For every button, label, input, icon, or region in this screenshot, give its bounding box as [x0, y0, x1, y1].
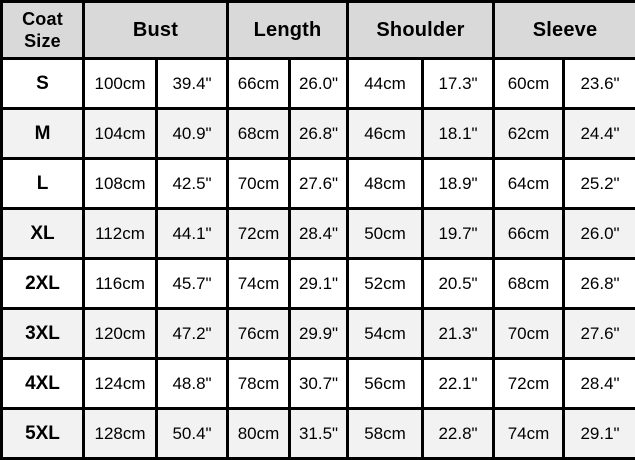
shoulder-in-cell: 17.3" [423, 59, 494, 109]
length-cm-cell: 66cm [228, 59, 290, 109]
shoulder-in-cell: 22.1" [423, 359, 494, 409]
size-cell: XL [2, 209, 84, 259]
shoulder-cm-cell: 46cm [348, 109, 423, 159]
bust-in-cell: 45.7" [157, 259, 228, 309]
bust-cm-cell: 116cm [84, 259, 157, 309]
table-row-l: L 108cm 42.5" 70cm 27.6" 48cm 18.9" 64cm… [2, 159, 635, 209]
sleeve-in-cell: 24.4" [564, 109, 635, 159]
table-row-5xl: 5XL 128cm 50.4" 80cm 31.5" 58cm 22.8" 74… [2, 409, 635, 459]
bust-in-cell: 39.4" [157, 59, 228, 109]
sleeve-cm-cell: 64cm [494, 159, 564, 209]
length-in-cell: 30.7" [290, 359, 348, 409]
length-cm-cell: 80cm [228, 409, 290, 459]
table-row-m: M 104cm 40.9" 68cm 26.8" 46cm 18.1" 62cm… [2, 109, 635, 159]
length-in-cell: 29.1" [290, 259, 348, 309]
sleeve-cm-cell: 70cm [494, 309, 564, 359]
bust-in-cell: 50.4" [157, 409, 228, 459]
shoulder-cm-cell: 54cm [348, 309, 423, 359]
bust-cm-cell: 104cm [84, 109, 157, 159]
shoulder-in-cell: 22.8" [423, 409, 494, 459]
shoulder-in-cell: 18.9" [423, 159, 494, 209]
sleeve-cm-cell: 72cm [494, 359, 564, 409]
size-cell: 2XL [2, 259, 84, 309]
bust-cm-cell: 120cm [84, 309, 157, 359]
length-header: Length [228, 2, 348, 59]
sleeve-in-cell: 26.0" [564, 209, 635, 259]
shoulder-cm-cell: 58cm [348, 409, 423, 459]
table-row-xl: XL 112cm 44.1" 72cm 28.4" 50cm 19.7" 66c… [2, 209, 635, 259]
bust-in-cell: 48.8" [157, 359, 228, 409]
sleeve-cm-cell: 60cm [494, 59, 564, 109]
sleeve-cm-cell: 68cm [494, 259, 564, 309]
shoulder-cm-cell: 48cm [348, 159, 423, 209]
length-cm-cell: 70cm [228, 159, 290, 209]
size-cell: 3XL [2, 309, 84, 359]
header-row: Coat Size Bust Length Shoulder Sleeve [2, 2, 635, 59]
table-row-2xl: 2XL 116cm 45.7" 74cm 29.1" 52cm 20.5" 68… [2, 259, 635, 309]
length-cm-cell: 74cm [228, 259, 290, 309]
sleeve-in-cell: 26.8" [564, 259, 635, 309]
bust-cm-cell: 100cm [84, 59, 157, 109]
shoulder-in-cell: 18.1" [423, 109, 494, 159]
table-row-s: S 100cm 39.4" 66cm 26.0" 44cm 17.3" 60cm… [2, 59, 635, 109]
sleeve-in-cell: 28.4" [564, 359, 635, 409]
sleeve-cm-cell: 66cm [494, 209, 564, 259]
size-cell: S [2, 59, 84, 109]
length-cm-cell: 68cm [228, 109, 290, 159]
sleeve-cm-cell: 74cm [494, 409, 564, 459]
sleeve-in-cell: 25.2" [564, 159, 635, 209]
size-column-header: Coat Size [2, 2, 84, 59]
table-row-3xl: 3XL 120cm 47.2" 76cm 29.9" 54cm 21.3" 70… [2, 309, 635, 359]
bust-in-cell: 40.9" [157, 109, 228, 159]
shoulder-in-cell: 20.5" [423, 259, 494, 309]
shoulder-cm-cell: 44cm [348, 59, 423, 109]
shoulder-header: Shoulder [348, 2, 494, 59]
sleeve-in-cell: 23.6" [564, 59, 635, 109]
length-cm-cell: 78cm [228, 359, 290, 409]
sleeve-header: Sleeve [494, 2, 635, 59]
length-in-cell: 31.5" [290, 409, 348, 459]
shoulder-cm-cell: 50cm [348, 209, 423, 259]
bust-header: Bust [84, 2, 228, 59]
shoulder-cm-cell: 56cm [348, 359, 423, 409]
length-cm-cell: 72cm [228, 209, 290, 259]
table-header: Coat Size Bust Length Shoulder Sleeve [2, 2, 635, 59]
length-cm-cell: 76cm [228, 309, 290, 359]
length-in-cell: 28.4" [290, 209, 348, 259]
table-row-4xl: 4XL 124cm 48.8" 78cm 30.7" 56cm 22.1" 72… [2, 359, 635, 409]
bust-cm-cell: 128cm [84, 409, 157, 459]
table-body: S 100cm 39.4" 66cm 26.0" 44cm 17.3" 60cm… [2, 59, 635, 459]
size-cell: M [2, 109, 84, 159]
length-in-cell: 26.0" [290, 59, 348, 109]
shoulder-in-cell: 21.3" [423, 309, 494, 359]
length-in-cell: 26.8" [290, 109, 348, 159]
sleeve-in-cell: 27.6" [564, 309, 635, 359]
bust-cm-cell: 124cm [84, 359, 157, 409]
size-column-header-line2: Size [3, 30, 82, 53]
size-column-header-line1: Coat [3, 8, 82, 31]
size-cell: L [2, 159, 84, 209]
length-in-cell: 29.9" [290, 309, 348, 359]
shoulder-in-cell: 19.7" [423, 209, 494, 259]
sleeve-cm-cell: 62cm [494, 109, 564, 159]
bust-in-cell: 42.5" [157, 159, 228, 209]
bust-cm-cell: 108cm [84, 159, 157, 209]
bust-in-cell: 47.2" [157, 309, 228, 359]
shoulder-cm-cell: 52cm [348, 259, 423, 309]
bust-cm-cell: 112cm [84, 209, 157, 259]
sleeve-in-cell: 29.1" [564, 409, 635, 459]
length-in-cell: 27.6" [290, 159, 348, 209]
size-cell: 5XL [2, 409, 84, 459]
size-cell: 4XL [2, 359, 84, 409]
bust-in-cell: 44.1" [157, 209, 228, 259]
